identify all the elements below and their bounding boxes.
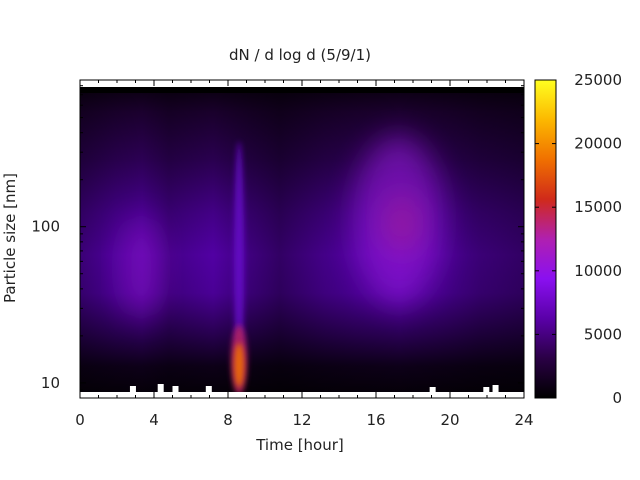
no-data-gap — [429, 387, 436, 392]
top-band — [80, 87, 524, 93]
feature-burst-column — [234, 141, 245, 382]
colorbar: 0 5000 10000 15000 20000 25000 — [534, 71, 622, 407]
x-tick-label: 20 — [440, 411, 459, 429]
y-axis: 10 100 — [31, 85, 524, 392]
x-tick-label: 12 — [292, 411, 311, 429]
feature-broad-core — [383, 193, 420, 254]
y-tick-label: 10 — [41, 374, 60, 392]
colorbar-scale — [534, 79, 557, 399]
x-tick-label: 4 — [149, 411, 159, 429]
no-data-gap — [129, 386, 136, 392]
x-tick-label: 0 — [75, 411, 85, 429]
y-axis-label: Particle size [nm] — [1, 173, 19, 303]
feature-morning-mode — [121, 217, 162, 318]
colorbar-tick-label: 25000 — [574, 71, 622, 89]
colorbar-tick-label: 15000 — [574, 198, 622, 216]
no-data-gap — [205, 386, 212, 392]
y-tick-label: 100 — [31, 218, 60, 236]
x-axis-label: Time [hour] — [255, 436, 344, 454]
no-data-gap — [483, 387, 490, 392]
feature-burst-core — [234, 343, 245, 388]
no-data-gap — [157, 384, 164, 392]
plot-area — [79, 79, 525, 399]
x-axis: 0 4 8 12 16 20 24 — [75, 80, 534, 429]
colorbar-tick-label: 10000 — [574, 262, 622, 280]
no-data-gap — [492, 385, 499, 392]
colorbar-tick-label: 0 — [612, 389, 622, 407]
no-data-gap — [172, 386, 179, 392]
x-tick-label: 24 — [514, 411, 533, 429]
chart-title: dN / d log d (5/9/1) — [229, 46, 371, 64]
x-tick-label: 16 — [366, 411, 385, 429]
colorbar-tick-label: 5000 — [584, 325, 622, 343]
colorbar-tick-label: 20000 — [574, 135, 622, 153]
x-tick-label: 8 — [223, 411, 233, 429]
